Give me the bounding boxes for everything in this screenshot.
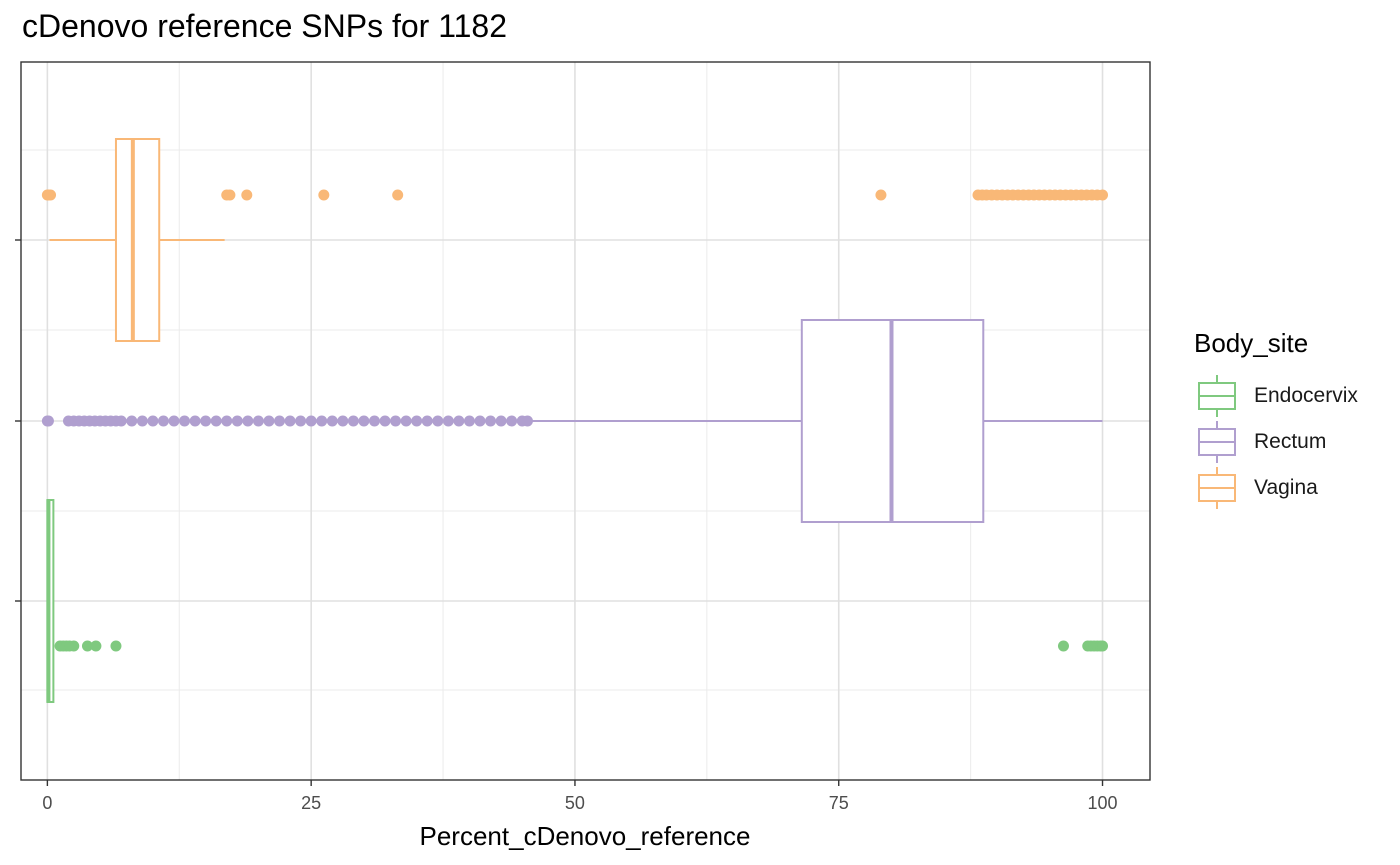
outlier-point [368,415,380,427]
legend-item-vagina: Vagina [1194,465,1358,511]
outlier-point [305,415,317,427]
outlier-point [1097,640,1109,652]
x-tick-label: 75 [829,793,849,813]
legend-key-icon [1198,467,1236,509]
outlier-point [358,415,370,427]
x-axis-title: Percent_cDenovo_reference [420,821,751,851]
outlier-point [157,415,169,427]
outlier-point [210,415,222,427]
outlier-point [147,415,159,427]
x-tick-label: 0 [42,793,52,813]
outlier-point [136,415,148,427]
outlier-point [379,415,391,427]
outlier-point [506,415,518,427]
outlier-point [110,640,122,652]
box [114,138,161,342]
outlier-point [295,415,307,427]
outlier-point [875,189,887,201]
outlier-point [284,415,296,427]
chart-title: cDenovo reference SNPs for 1182 [22,8,507,44]
outlier-point [126,415,138,427]
outlier-point [263,415,275,427]
outlier-point [1057,640,1069,652]
outlier-point [485,415,497,427]
outlier-point [411,415,423,427]
outlier-point [231,415,243,427]
boxplot-rectum [41,319,1103,523]
outlier-point [463,415,475,427]
outlier-point [347,415,359,427]
outlier-point [221,415,233,427]
legend-key-icon [1198,375,1236,417]
outlier-point [337,415,349,427]
legend: Body_site Endocervix Rectum Vagina [1194,328,1358,511]
outlier-point [318,189,330,201]
outlier-point [421,415,433,427]
outlier-point [241,189,253,201]
boxplot-vagina [41,138,1109,342]
outlier-point [316,415,328,427]
outlier-point [252,415,264,427]
outlier-point [168,415,180,427]
outlier-point [45,189,57,201]
legend-label: Vagina [1254,476,1318,499]
legend-item-rectum: Rectum [1194,419,1358,465]
outlier-point [521,415,533,427]
legend-key-icon [1198,421,1236,463]
outlier-point [81,640,93,652]
legend-label: Rectum [1254,430,1327,453]
x-tick-label: 100 [1087,793,1117,813]
x-tick-label: 50 [565,793,585,813]
outlier-point [390,415,402,427]
outlier-point [179,415,191,427]
legend-title: Body_site [1194,328,1309,358]
x-tick-label: 25 [301,793,321,813]
outlier-point [1097,189,1109,201]
outlier-point [189,415,201,427]
outlier-point [392,189,404,201]
outlier-point [442,415,454,427]
outlier-point [90,640,102,652]
outlier-point [326,415,338,427]
outlier-point [274,415,286,427]
boxplot-endocervix [46,499,1109,703]
legend-item-endocervix: Endocervix [1194,373,1358,419]
outlier-point [200,415,212,427]
outlier-point [68,640,80,652]
outlier-point [115,415,127,427]
outlier-point [495,415,507,427]
outlier-point [400,415,412,427]
legend-label: Endocervix [1254,384,1358,407]
outlier-point [224,189,236,201]
outlier-point [474,415,486,427]
outlier-point [42,415,54,427]
outlier-point [432,415,444,427]
outlier-point [453,415,465,427]
outlier-point [242,415,254,427]
